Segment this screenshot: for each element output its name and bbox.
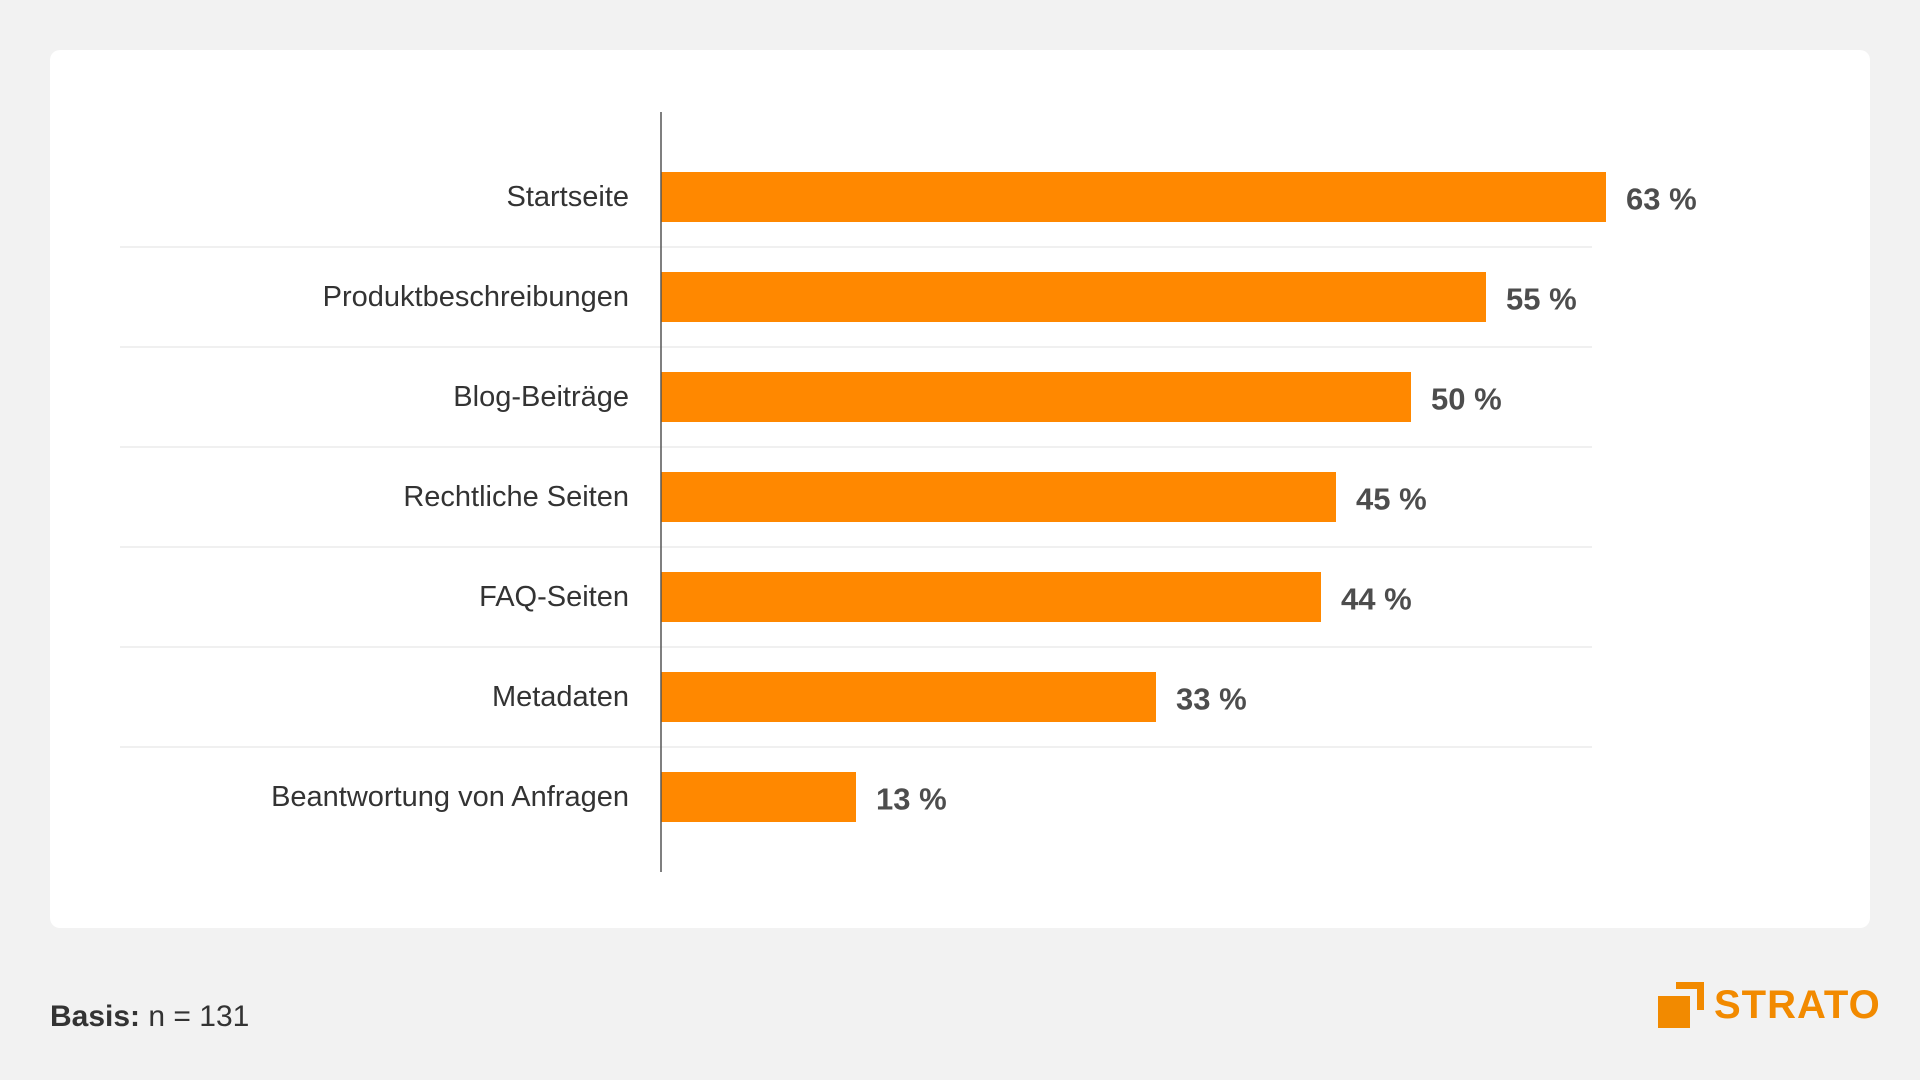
category-label: FAQ-Seiten xyxy=(479,581,629,613)
value-label: 44 % xyxy=(1341,582,1412,617)
bar-chart: Startseite 63 % Produktbeschreibungen 55 % B… xyxy=(120,112,1697,872)
chart-card: Startseite 63 % Produktbeschreibungen 55 % B… xyxy=(50,50,1870,928)
bar xyxy=(661,572,1321,622)
bar xyxy=(661,772,856,822)
category-label: Metadaten xyxy=(492,681,629,713)
bar xyxy=(661,472,1336,522)
category-label: Blog-Beiträge xyxy=(453,381,629,413)
value-label: 55 % xyxy=(1506,282,1577,317)
category-label: Rechtliche Seiten xyxy=(403,481,629,513)
strato-logo: STRATO xyxy=(1658,980,1881,1030)
bar xyxy=(661,672,1156,722)
category-label: Startseite xyxy=(507,181,630,213)
value-label: 33 % xyxy=(1176,682,1247,717)
strato-logo-icon xyxy=(1658,982,1704,1028)
basis-value: n = 131 xyxy=(148,1000,250,1033)
bar xyxy=(661,372,1411,422)
logo-text: STRATO xyxy=(1714,983,1881,1027)
value-label: 63 % xyxy=(1626,182,1697,217)
basis-note: Basis: n = 131 xyxy=(50,1000,249,1034)
value-label: 50 % xyxy=(1431,382,1502,417)
value-label: 13 % xyxy=(876,782,947,817)
category-label: Beantwortung von Anfragen xyxy=(271,781,629,813)
basis-label: Basis: xyxy=(50,1000,141,1033)
bar xyxy=(661,272,1486,322)
bar xyxy=(661,172,1606,222)
value-label: 45 % xyxy=(1356,482,1427,517)
category-label: Produktbeschreibungen xyxy=(323,281,629,313)
